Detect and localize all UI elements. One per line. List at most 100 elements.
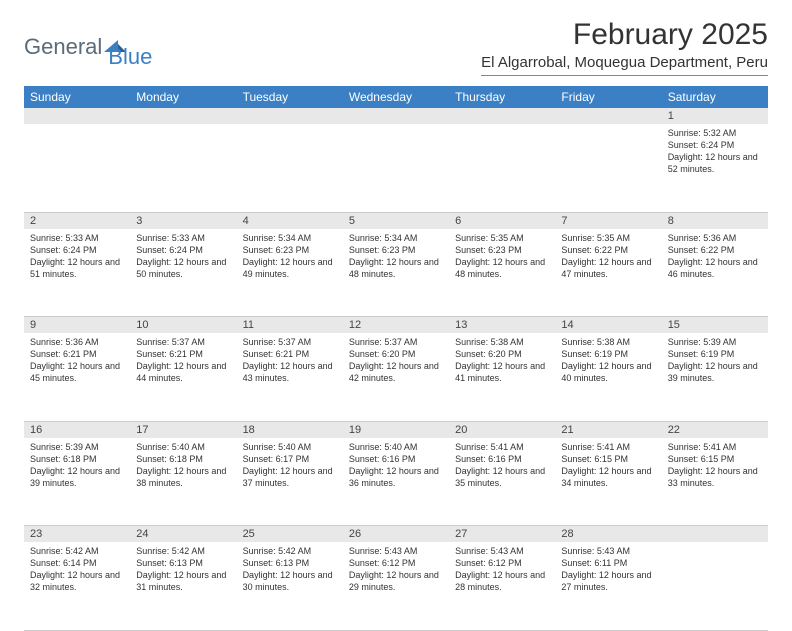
daylight-text: Daylight: 12 hours and 34 minutes.: [561, 465, 655, 489]
sunset-text: Sunset: 6:16 PM: [349, 453, 443, 465]
sunrise-text: Sunrise: 5:36 AM: [30, 336, 124, 348]
sunrise-text: Sunrise: 5:40 AM: [349, 441, 443, 453]
logo-text-general: General: [24, 34, 102, 60]
day-number-cell: 28: [555, 526, 661, 543]
day-detail-cell: Sunrise: 5:36 AMSunset: 6:21 PMDaylight:…: [24, 333, 130, 421]
day-number-cell: 5: [343, 212, 449, 229]
day-number-cell: 12: [343, 317, 449, 334]
sunrise-text: Sunrise: 5:41 AM: [455, 441, 549, 453]
detail-row: Sunrise: 5:33 AM Sunset: 6:24 PM Daylight:…: [24, 229, 768, 317]
daylight-text: Daylight: 12 hours and 39 minutes.: [30, 465, 124, 489]
sunrise-text: Sunrise: 5:34 AM: [243, 232, 337, 244]
sunset-text: Sunset: 6:17 PM: [243, 453, 337, 465]
daylight-text: Daylight: 12 hours and 39 minutes.: [668, 360, 762, 384]
sunset-text: Sunset: 6:21 PM: [30, 348, 124, 360]
day-detail-cell: Sunrise: 5:38 AMSunset: 6:19 PMDaylight:…: [555, 333, 661, 421]
day-detail-cell: Sunrise: 5:42 AMSunset: 6:13 PMDaylight:…: [237, 542, 343, 630]
sunrise-text: Sunrise: 5:38 AM: [455, 336, 549, 348]
sunset-text: Sunset: 6:18 PM: [136, 453, 230, 465]
sunrise-text: Sunrise: 5:39 AM: [30, 441, 124, 453]
daynum-row: 232425262728: [24, 526, 768, 543]
day-detail-cell: Sunrise: 5:36 AMSunset: 6:22 PMDaylight:…: [662, 229, 768, 317]
sunrise-text: Sunrise: 5:40 AM: [243, 441, 337, 453]
day-detail-cell: Sunrise: 5:43 AMSunset: 6:12 PMDaylight:…: [343, 542, 449, 630]
day-number-cell: [662, 526, 768, 543]
weekday-header: Sunday: [24, 86, 130, 108]
daylight-text: Daylight: 12 hours and 29 minutes.: [349, 569, 443, 593]
daylight-text: Daylight: 12 hours and 33 minutes.: [668, 465, 762, 489]
sunset-text: Sunset: 6:20 PM: [349, 348, 443, 360]
day-number-cell: 6: [449, 212, 555, 229]
sunrise-text: Sunrise: 5:42 AM: [30, 545, 124, 557]
day-detail-cell: Sunrise: 5:43 AMSunset: 6:11 PMDaylight:…: [555, 542, 661, 630]
day-detail-cell: Sunrise: 5:35 AMSunset: 6:23 PMDaylight:…: [449, 229, 555, 317]
daylight-text: Daylight: 12 hours and 31 minutes.: [136, 569, 230, 593]
detail-row: Sunrise: 5:39 AM Sunset: 6:18 PM Daylight:…: [24, 438, 768, 526]
sunset-text: Sunset: 6:14 PM: [30, 557, 124, 569]
detail-row: Sunrise: 5:36 AMSunset: 6:21 PMDaylight:…: [24, 333, 768, 421]
sunset-text: Sunset: 6:24 PM: [30, 244, 124, 256]
day-number-cell: [555, 108, 661, 124]
sunset-text: Sunset: 6:22 PM: [668, 244, 762, 256]
day-detail-cell: Sunrise: 5:41 AMSunset: 6:15 PMDaylight:…: [662, 438, 768, 526]
day-number-cell: 21: [555, 421, 661, 438]
day-detail-cell: Sunrise: 5:34 AMSunset: 6:23 PMDaylight:…: [237, 229, 343, 317]
day-detail-cell: [130, 124, 236, 212]
daylight-text: Daylight: 12 hours and 27 minutes.: [561, 569, 655, 593]
logo-text-blue: Blue: [108, 44, 152, 70]
sunset-text: Sunset: 6:22 PM: [561, 244, 655, 256]
daylight-text: Daylight: 12 hours and 30 minutes.: [243, 569, 337, 593]
sunrise-text: Sunrise: 5:43 AM: [561, 545, 655, 557]
day-detail-cell: Sunrise: 5:35 AMSunset: 6:22 PMDaylight:…: [555, 229, 661, 317]
day-detail-cell: Sunrise: 5:34 AMSunset: 6:23 PMDaylight:…: [343, 229, 449, 317]
page-title: February 2025: [481, 18, 768, 52]
sunrise-text: Sunrise: 5:41 AM: [668, 441, 762, 453]
day-detail-cell: [662, 542, 768, 630]
daylight-text: Daylight: 12 hours and 52 minutes.: [668, 151, 762, 175]
sunset-text: Sunset: 6:23 PM: [349, 244, 443, 256]
weekday-header: Tuesday: [237, 86, 343, 108]
sunrise-text: Sunrise: 5:42 AM: [136, 545, 230, 557]
daylight-text: Daylight: 12 hours and 42 minutes.: [349, 360, 443, 384]
daylight-text: Daylight: 12 hours and 48 minutes.: [349, 256, 443, 280]
weekday-header: Saturday: [662, 86, 768, 108]
day-detail-cell: Sunrise: 5:32 AMSunset: 6:24 PMDaylight:…: [662, 124, 768, 212]
sunrise-text: Sunrise: 5:35 AM: [455, 232, 549, 244]
day-detail-cell: Sunrise: 5:42 AMSunset: 6:14 PMDaylight:…: [24, 542, 130, 630]
daynum-row: 1: [24, 108, 768, 124]
day-number-cell: 3: [130, 212, 236, 229]
sunrise-text: Sunrise: 5:33 AM: [136, 232, 230, 244]
daynum-row: 9101112131415: [24, 317, 768, 334]
weekday-header: Wednesday: [343, 86, 449, 108]
weekday-header: Thursday: [449, 86, 555, 108]
sunset-text: Sunset: 6:16 PM: [455, 453, 549, 465]
sunset-text: Sunset: 6:19 PM: [561, 348, 655, 360]
day-detail-cell: [555, 124, 661, 212]
daynum-row: 16171819202122: [24, 421, 768, 438]
day-number-cell: 13: [449, 317, 555, 334]
title-block: February 2025 El Algarrobal, Moquegua De…: [481, 18, 768, 76]
sunrise-text: Sunrise: 5:43 AM: [455, 545, 549, 557]
weekday-header: Friday: [555, 86, 661, 108]
day-detail-cell: Sunrise: 5:42 AMSunset: 6:13 PMDaylight:…: [130, 542, 236, 630]
day-number-cell: 24: [130, 526, 236, 543]
day-number-cell: 4: [237, 212, 343, 229]
sunset-text: Sunset: 6:15 PM: [561, 453, 655, 465]
daylight-text: Daylight: 12 hours and 47 minutes.: [561, 256, 655, 280]
day-detail-cell: Sunrise: 5:41 AMSunset: 6:15 PMDaylight:…: [555, 438, 661, 526]
day-detail-cell: [237, 124, 343, 212]
detail-row: Sunrise: 5:32 AMSunset: 6:24 PMDaylight:…: [24, 124, 768, 212]
day-number-cell: 1: [662, 108, 768, 124]
sunrise-text: Sunrise: 5:40 AM: [136, 441, 230, 453]
sunset-text: Sunset: 6:11 PM: [561, 557, 655, 569]
header: General Blue February 2025 El Algarrobal…: [24, 18, 768, 76]
day-number-cell: [343, 108, 449, 124]
sunset-text: Sunset: 6:21 PM: [136, 348, 230, 360]
daylight-text: Daylight: 12 hours and 28 minutes.: [455, 569, 549, 593]
day-detail-cell: Sunrise: 5:39 AMSunset: 6:18 PMDaylight:…: [24, 438, 130, 526]
day-detail-cell: [24, 124, 130, 212]
day-number-cell: [449, 108, 555, 124]
day-number-cell: 16: [24, 421, 130, 438]
day-number-cell: 18: [237, 421, 343, 438]
daylight-text: Daylight: 12 hours and 35 minutes.: [455, 465, 549, 489]
